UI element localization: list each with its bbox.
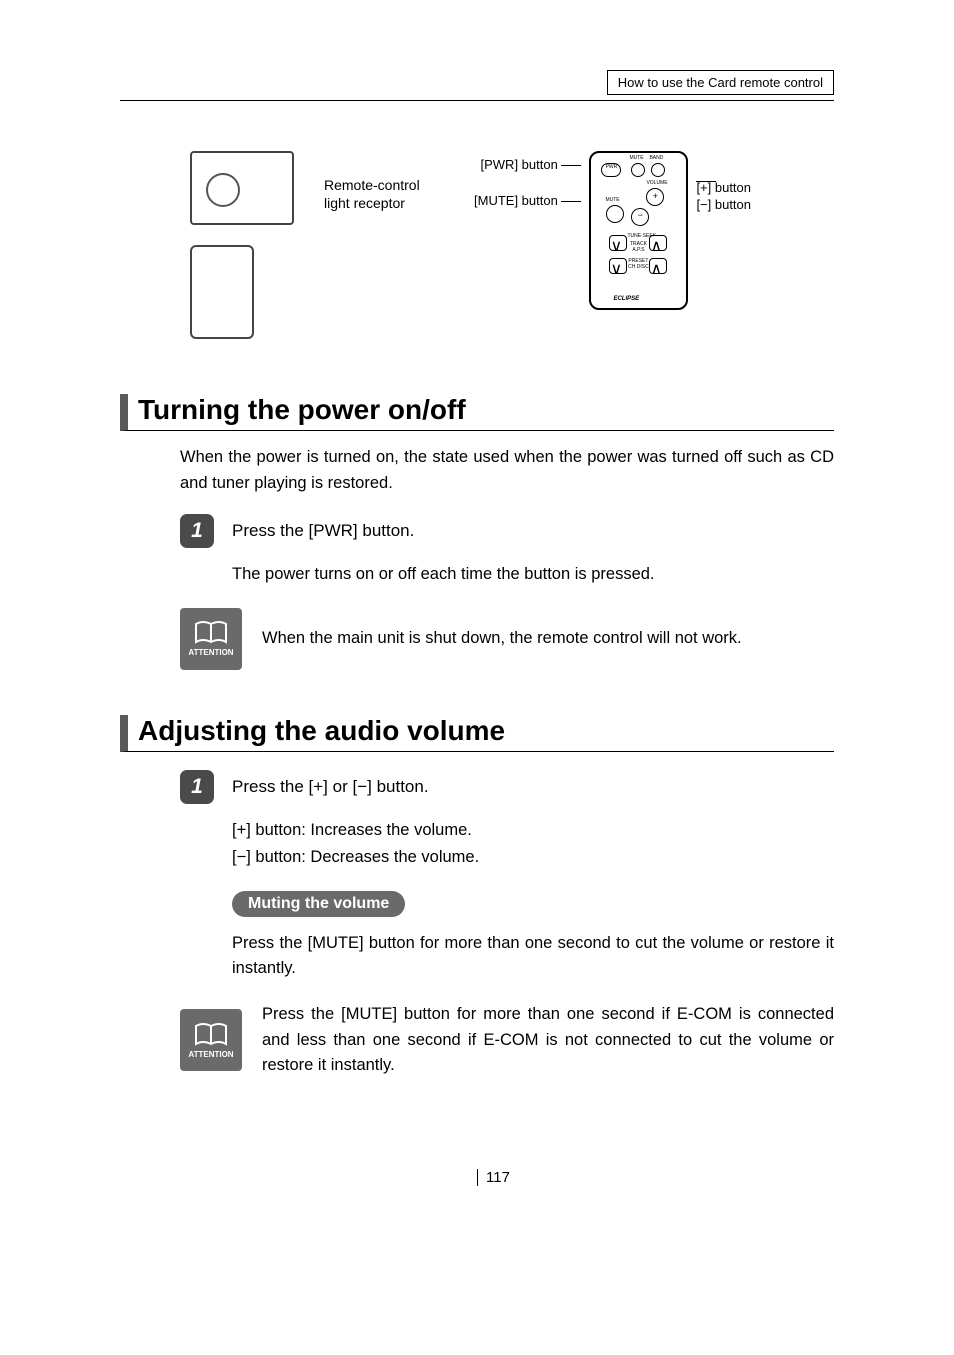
- remote-down-icon: ∨: [609, 235, 627, 251]
- book-icon: [194, 1022, 228, 1048]
- remote-minus-icon: −: [631, 208, 649, 226]
- big-remote-illustration: MUTE BAND PWR MUTE VOLUME + − ∨ TUNE·SEE…: [589, 151, 688, 310]
- remote-tiny-label: TUNE·SEEK: [627, 233, 649, 239]
- page-number: 117: [477, 1169, 510, 1186]
- remote-tiny-band: BAND: [649, 155, 663, 161]
- attention-label: ATTENTION: [188, 1050, 233, 1059]
- receptor-label: Remote-control light receptor: [324, 176, 444, 212]
- step1-sub: The power turns on or off each time the …: [232, 562, 834, 588]
- mute-text: Press the [MUTE] button for more than on…: [232, 931, 834, 982]
- section1-intro: When the power is turned on, the state u…: [180, 445, 834, 496]
- section2-title: Adjusting the audio volume: [120, 715, 834, 752]
- remote-down-icon: ∨: [609, 258, 627, 274]
- diagram-area: Remote-control light receptor [PWR] butt…: [120, 151, 834, 339]
- small-remote-illustration: [190, 245, 254, 339]
- plus-label: [+] button: [696, 180, 751, 197]
- mute-label: [MUTE] button: [474, 193, 558, 208]
- attention-badge: ATTENTION: [180, 608, 242, 670]
- remote-tiny-label: VOLUME: [646, 180, 667, 186]
- attention-badge: ATTENTION: [180, 1009, 242, 1071]
- step2-text: Press the [+] or [−] button.: [232, 777, 429, 797]
- book-icon: [194, 620, 228, 646]
- attention-text-2: Press the [MUTE] button for more than on…: [262, 1002, 834, 1079]
- pwr-label: [PWR] button: [481, 157, 558, 172]
- minus-label: [−] button: [696, 197, 751, 214]
- remote-pwr-icon: PWR: [601, 163, 621, 177]
- remote-plus-icon: +: [646, 188, 664, 206]
- remote-up-icon: ∧: [649, 235, 667, 251]
- remote-tiny-label: MUTE: [605, 197, 619, 203]
- remote-mute-icon: [606, 205, 624, 223]
- header-title: How to use the Card remote control: [607, 70, 834, 95]
- plus-line: [+] button: Increases the volume.: [232, 818, 834, 844]
- remote-logo: ECLIPSE: [613, 296, 639, 302]
- step-number: 1: [180, 770, 214, 804]
- attention-text-1: When the main unit is shut down, the rem…: [262, 626, 834, 652]
- section1-title: Turning the power on/off: [120, 394, 834, 431]
- remote-tiny-mute: MUTE: [629, 155, 643, 161]
- main-unit-illustration: [190, 151, 294, 225]
- remote-tiny-label: PRESET CH DISC: [627, 258, 649, 270]
- step-number: 1: [180, 514, 214, 548]
- remote-dot-icon: [631, 163, 645, 177]
- muting-pill: Muting the volume: [232, 891, 405, 917]
- step1-text: Press the [PWR] button.: [232, 521, 414, 541]
- remote-up-icon: ∧: [649, 258, 667, 274]
- attention-label: ATTENTION: [188, 648, 233, 657]
- remote-dot-icon: [651, 163, 665, 177]
- minus-line: [−] button: Decreases the volume.: [232, 845, 834, 871]
- header-rule: [120, 100, 834, 101]
- remote-tiny-label: TRACK A.P.S: [627, 241, 649, 253]
